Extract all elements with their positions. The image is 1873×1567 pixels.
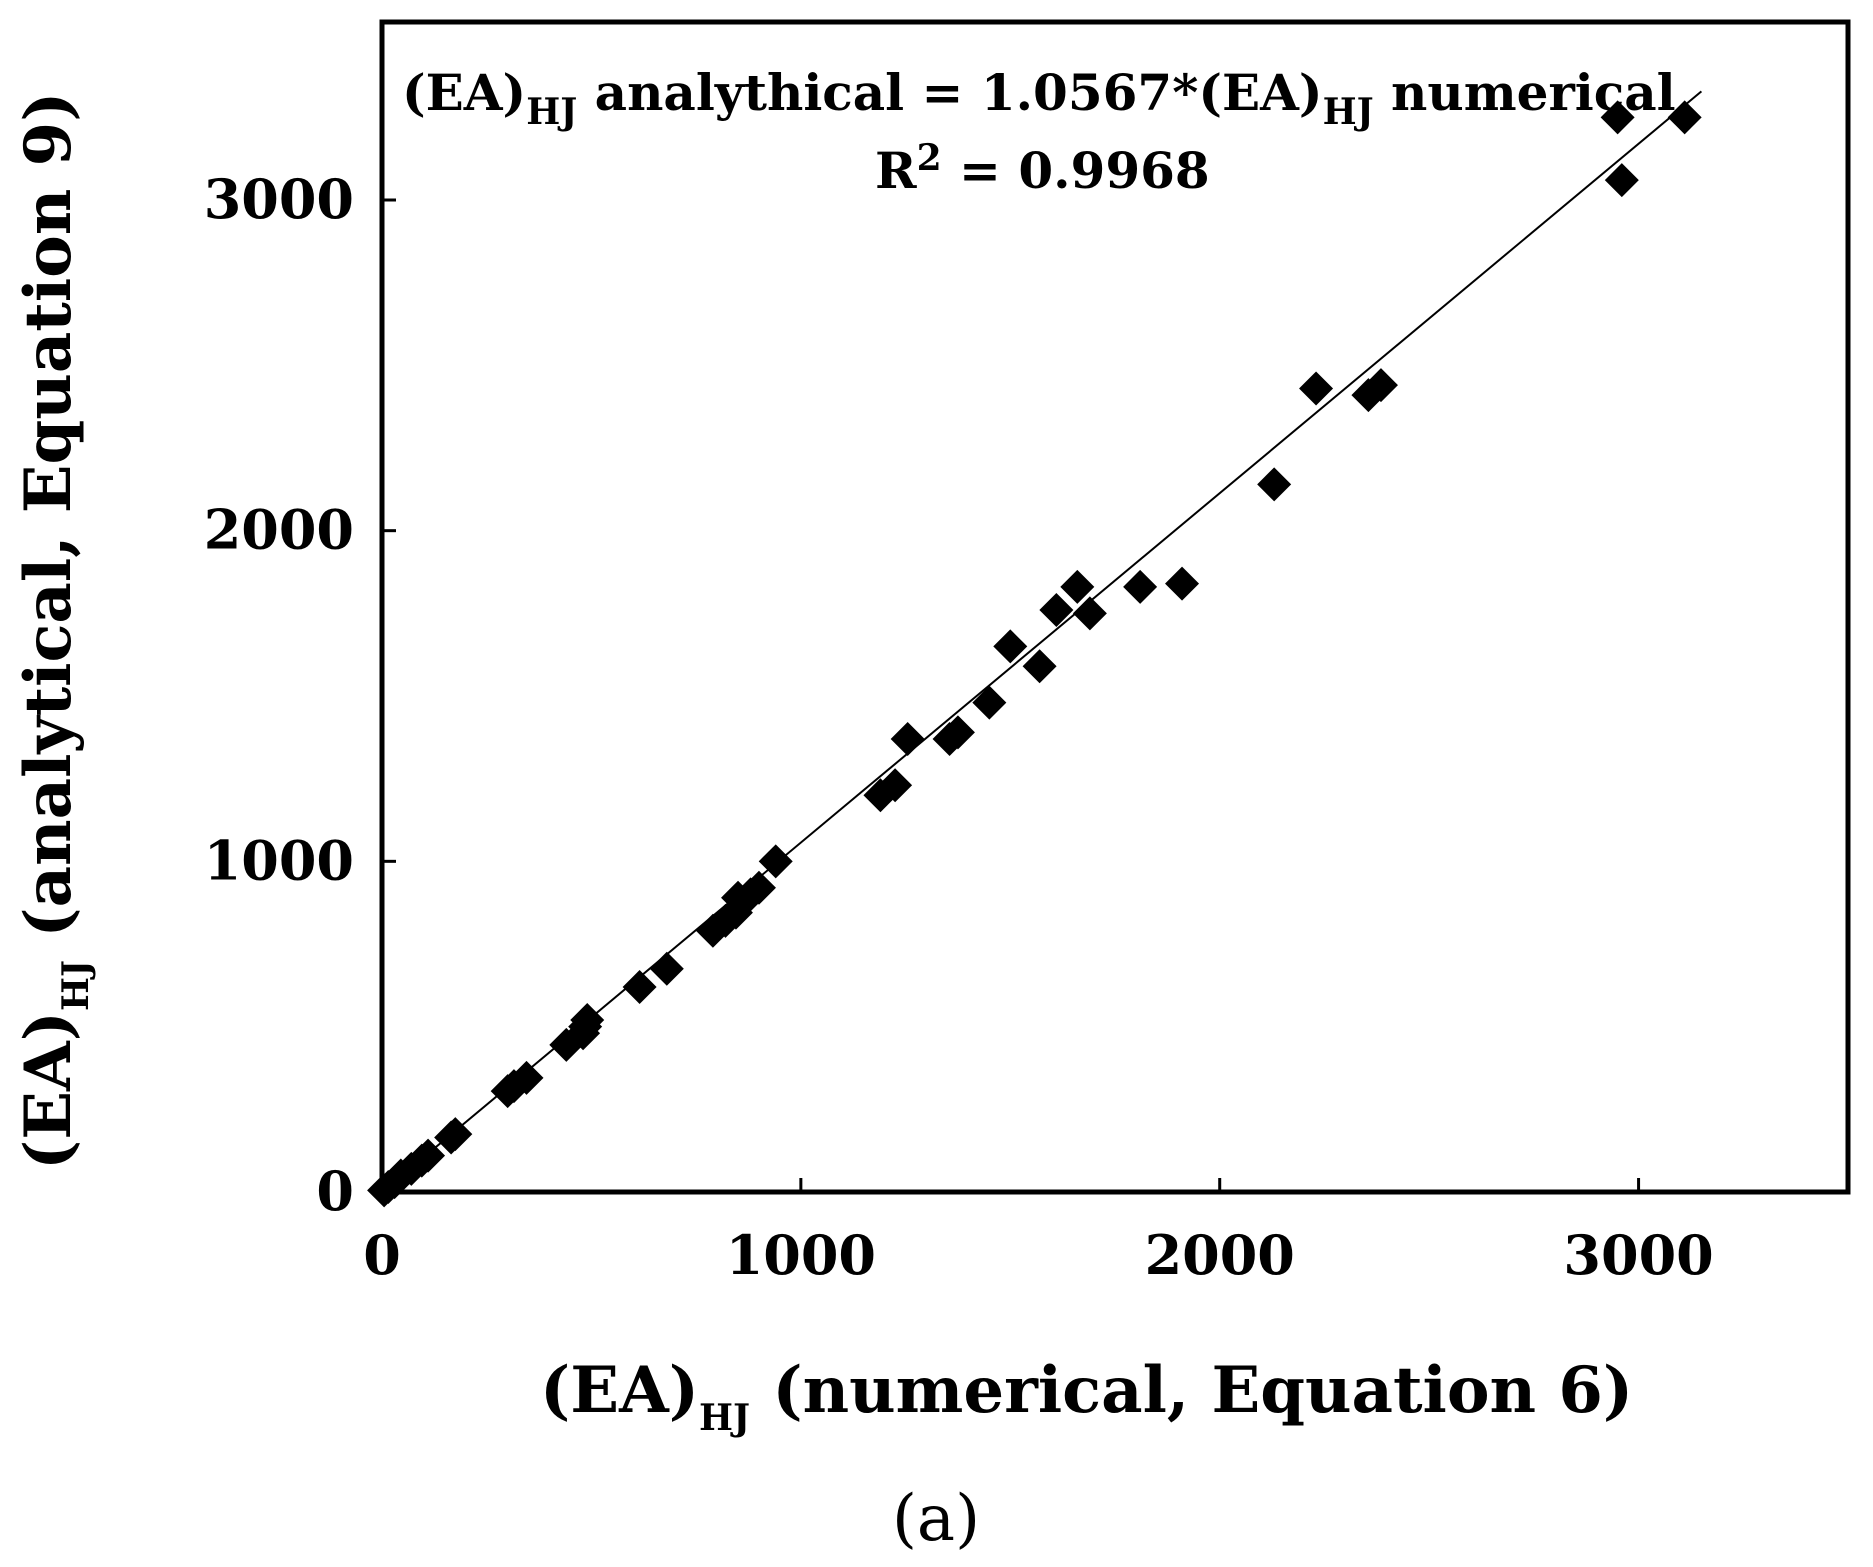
regression-equation: (EA)HJ analythical = 1.0567*(EA)HJ numer…	[402, 63, 1676, 133]
data-point	[622, 969, 657, 1004]
y-tick-label: 2000	[204, 498, 354, 562]
x-tick-label: 2000	[1145, 1223, 1295, 1287]
data-point	[411, 1138, 446, 1173]
data-point	[1604, 163, 1639, 198]
y-axis-title: (EA)HJ (analytical, Equation 9)	[11, 92, 97, 1170]
trendline	[381, 90, 1703, 1193]
data-point	[741, 870, 776, 905]
r-squared: R2 = 0.9968	[875, 137, 1210, 200]
data-points	[367, 100, 1702, 1208]
x-tick-label: 1000	[726, 1223, 876, 1287]
data-point	[758, 844, 793, 879]
data-point	[993, 629, 1028, 664]
data-point	[509, 1060, 544, 1095]
data-point	[1123, 569, 1158, 604]
x-tick-label: 3000	[1563, 1223, 1713, 1287]
data-point	[890, 721, 925, 756]
data-point	[1667, 100, 1702, 135]
data-point	[940, 715, 975, 750]
y-tick-label: 3000	[204, 167, 354, 231]
x-tick-label: 0	[363, 1223, 401, 1287]
data-point	[1363, 368, 1398, 403]
data-point	[878, 768, 913, 803]
y-tick-label: 0	[316, 1159, 354, 1223]
plot-area	[379, 19, 1851, 1195]
data-point	[1060, 569, 1095, 604]
data-point	[1299, 371, 1334, 406]
y-axis: 0 1000 2000 3000	[204, 167, 396, 1223]
y-tick-label: 1000	[204, 828, 354, 892]
data-point	[649, 951, 684, 986]
x-axis: 0 1000 2000 3000	[363, 1178, 1714, 1287]
x-axis-title: (EA)HJ (numerical, Equation 6)	[540, 1353, 1633, 1439]
data-point	[438, 1117, 473, 1152]
data-point	[1022, 649, 1057, 684]
data-point	[570, 1003, 605, 1038]
data-point	[1600, 100, 1635, 135]
panel-label: (a)	[892, 1482, 980, 1556]
data-point	[1165, 566, 1200, 601]
data-point	[1039, 593, 1074, 628]
data-point	[1072, 596, 1107, 631]
data-point	[972, 685, 1007, 720]
data-point	[1257, 467, 1292, 502]
